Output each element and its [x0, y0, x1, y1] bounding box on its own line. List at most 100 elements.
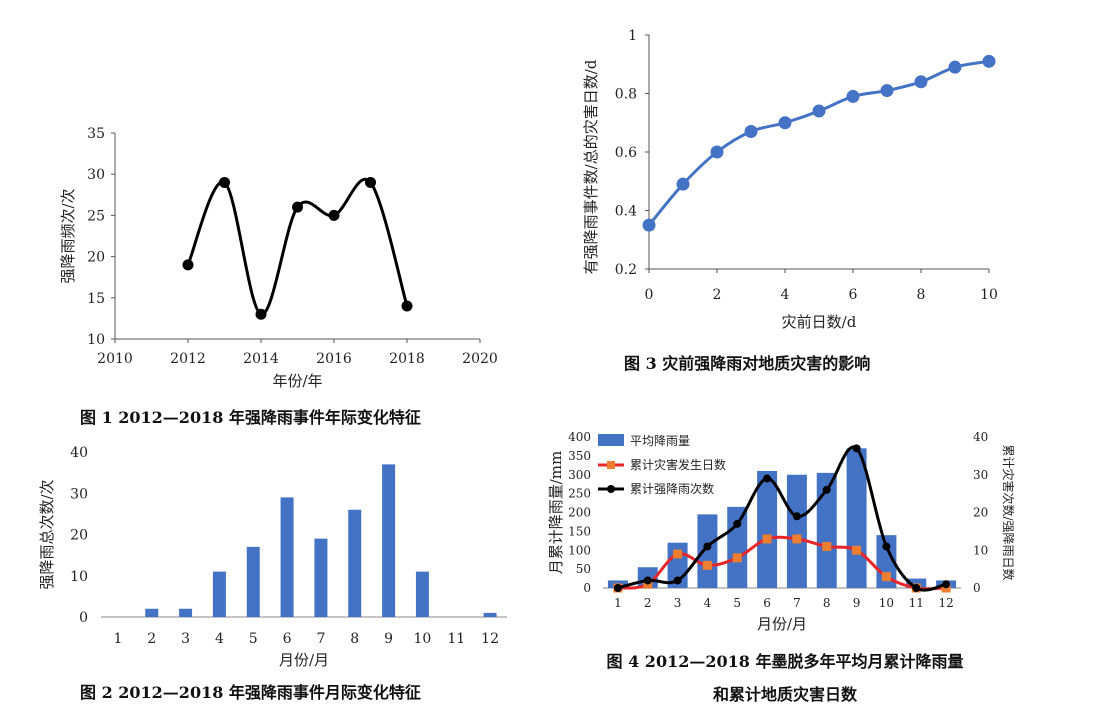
bar — [483, 612, 497, 617]
legend-swatch-heavy-rain-marker — [607, 485, 615, 493]
data-point — [880, 84, 894, 98]
x-tick-label: 2 — [713, 287, 722, 303]
x-tick-label: 2018 — [389, 351, 425, 367]
x-tick-label: 2016 — [316, 351, 352, 367]
y-tick-label: 0.8 — [615, 87, 637, 103]
legend-swatch-rainfall — [598, 434, 624, 446]
x-tick-label: 8 — [350, 631, 359, 647]
heavy-rain-count-marker — [763, 474, 772, 483]
y-tick-label: 15 — [87, 291, 105, 307]
data-point — [365, 176, 376, 188]
x-tick-label: 2014 — [243, 351, 279, 367]
rainfall-bar — [906, 578, 927, 588]
x-axis-title: 灾前日数/d — [782, 313, 857, 331]
x-tick-label: 2020 — [462, 351, 498, 367]
y-axis-title: 有强降雨事件数/总的灾害日数/d — [582, 59, 600, 274]
rainfall-bar — [786, 474, 807, 588]
bar — [246, 546, 260, 617]
x-axis-title: 月份/月 — [279, 651, 329, 669]
x-tick-label: 5 — [733, 596, 741, 610]
x-tick-label: 10 — [980, 287, 998, 303]
x-tick-label: 12 — [481, 631, 499, 647]
legend-swatch-disaster-marker — [607, 461, 615, 469]
y-left-tick-label: 300 — [568, 468, 591, 482]
y-tick-label: 0.2 — [615, 262, 637, 278]
data-point — [914, 75, 928, 89]
rainfall-bar — [816, 472, 837, 588]
x-tick-label: 1 — [614, 596, 622, 610]
y-tick-label: 0 — [79, 610, 88, 626]
legend-label-heavy-rain-count: 累计强降雨次数 — [630, 481, 714, 496]
data-point — [219, 176, 230, 188]
data-point — [676, 177, 690, 191]
y-tick-label: 1 — [628, 28, 637, 44]
data-point — [744, 125, 758, 139]
x-tick-label: 6 — [283, 631, 292, 647]
y-left-tick-label: 0 — [583, 581, 591, 595]
y-left-tick-label: 50 — [576, 562, 591, 576]
x-tick-label: 7 — [316, 631, 325, 647]
y-tick-label: 0.6 — [615, 145, 637, 161]
figure-caption-line1: 图 4 2012—2018 年墨脱多年平均月累计降雨量 — [607, 652, 964, 671]
data-point — [292, 201, 303, 213]
y-right-tick-label: 30 — [973, 468, 988, 482]
bar — [280, 497, 294, 617]
series-line — [647, 59, 990, 227]
legend-label-rainfall: 平均降雨量 — [630, 434, 690, 448]
bar — [314, 538, 328, 617]
disaster-days-marker — [852, 545, 862, 555]
legend-label-disaster-days: 累计灾害发生日数 — [630, 457, 726, 472]
y-right-axis-title: 累计灾害次数/强降雨日数 — [1001, 444, 1016, 580]
y-tick-label: 20 — [70, 528, 88, 544]
y-left-axis-title: 月累计降雨量/mm — [547, 451, 565, 575]
heavy-rain-count-marker — [733, 519, 742, 528]
x-tick-label: 11 — [447, 631, 465, 647]
y-left-tick-label: 150 — [568, 524, 591, 538]
disaster-days-marker — [822, 541, 832, 551]
x-tick-label: 0 — [645, 287, 654, 303]
heavy-rain-count-marker — [942, 580, 951, 589]
data-point — [948, 60, 962, 74]
disaster-days-line — [617, 535, 947, 591]
x-tick-label: 4 — [704, 596, 712, 610]
chart-fig3-pre-disaster: 0 2 4 6 8 10 0.2 0.4 0.6 0.8 1 灾前日数/d 有强降雨事件数/总的灾害日数… — [582, 28, 998, 373]
bar — [145, 608, 159, 617]
y-tick-label: 10 — [70, 569, 88, 585]
data-point — [401, 300, 413, 312]
data-point — [710, 145, 724, 159]
disaster-days-marker — [762, 534, 772, 544]
bar — [348, 509, 362, 617]
y-axis-title: 强降雨总次数/次 — [38, 479, 56, 589]
rainfall-bar — [697, 514, 718, 588]
heavy-rain-count-marker — [613, 584, 622, 592]
heavy-rain-count-marker — [673, 576, 682, 585]
heavy-rain-count-marker — [882, 542, 891, 551]
heavy-rain-count-marker — [792, 512, 801, 521]
y-right-tick-label: 20 — [973, 506, 988, 520]
x-tick-label: 2 — [644, 596, 652, 610]
x-tick-label: 10 — [879, 596, 894, 610]
figure-caption: 图 3 灾前强降雨对地质灾害的影响 — [624, 354, 870, 373]
rainfall-bar — [876, 535, 897, 588]
x-tick-label: 2012 — [170, 351, 206, 367]
y-left-tick-label: 400 — [568, 430, 591, 444]
data-point — [642, 218, 656, 232]
y-axis-title: 强降雨频次/次 — [59, 188, 77, 283]
heavy-rain-count-marker — [912, 584, 921, 592]
disaster-days-marker — [732, 553, 742, 563]
x-tick-label: 9 — [384, 631, 393, 647]
figure-caption: 图 2 2012—2018 年强降雨事件月际变化特征 — [80, 683, 421, 702]
x-tick-label: 3 — [674, 596, 682, 610]
y-tick-label: 40 — [70, 445, 88, 461]
x-tick-label: 2 — [147, 631, 156, 647]
data-point — [982, 54, 996, 68]
x-axis-title: 月份/月 — [757, 615, 807, 633]
x-tick-label: 6 — [849, 287, 858, 303]
data-point — [812, 104, 826, 118]
disaster-days-marker — [673, 549, 683, 559]
y-left-tick-label: 250 — [568, 487, 591, 501]
x-tick-label: 7 — [793, 596, 801, 610]
figure-caption: 图 1 2012—2018 年强降雨事件年际变化特征 — [80, 408, 421, 427]
y-tick-label: 30 — [70, 486, 88, 502]
